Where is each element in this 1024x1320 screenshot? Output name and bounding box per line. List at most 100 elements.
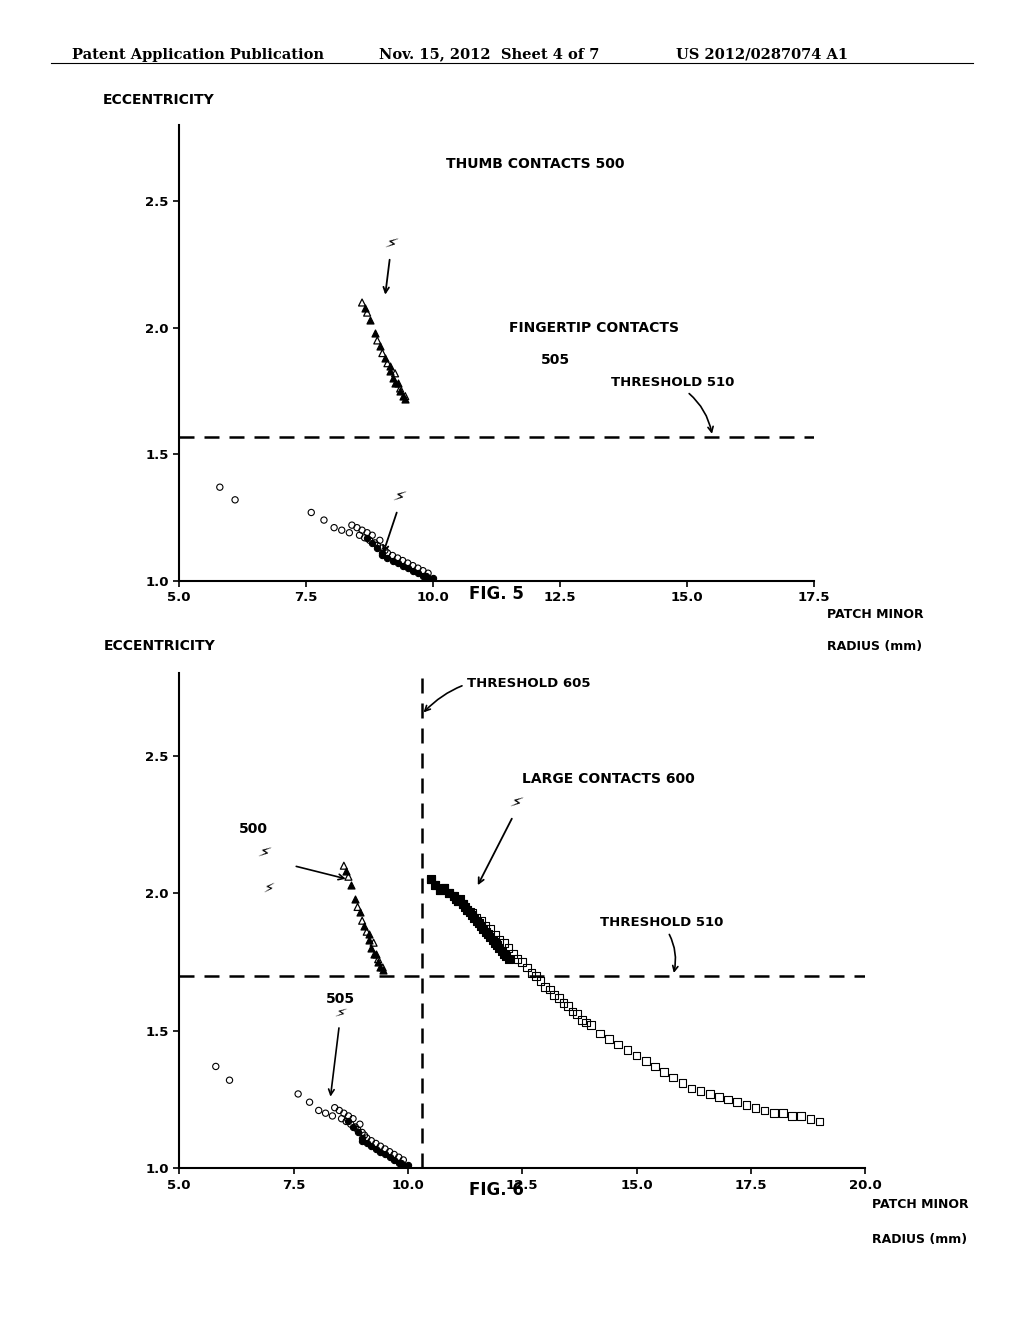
Point <box>542 979 558 1001</box>
Point <box>360 924 377 945</box>
Point <box>766 1102 782 1123</box>
Point <box>393 1152 410 1173</box>
Point <box>361 529 378 550</box>
Point <box>351 902 368 923</box>
Point <box>404 554 421 576</box>
Point <box>361 310 378 331</box>
Text: THRESHOLD 510: THRESHOLD 510 <box>600 916 723 972</box>
Point <box>638 1051 654 1072</box>
Point <box>347 1117 364 1138</box>
Point <box>471 913 487 935</box>
Point <box>415 560 431 581</box>
Point <box>358 1127 375 1148</box>
Point <box>349 517 366 539</box>
Point <box>384 368 400 389</box>
Point <box>373 957 389 978</box>
Text: ECCENTRICITY: ECCENTRICITY <box>103 94 215 107</box>
Point <box>560 995 577 1016</box>
Point <box>342 1114 358 1135</box>
Point <box>501 937 517 958</box>
Point <box>551 987 567 1008</box>
Point <box>392 380 409 401</box>
Point <box>351 1114 368 1135</box>
Point <box>629 1045 645 1067</box>
Point <box>325 1105 341 1126</box>
Point <box>464 904 480 925</box>
Point <box>356 297 373 318</box>
Point <box>459 899 475 920</box>
Point <box>377 1144 393 1166</box>
Point <box>482 919 499 940</box>
Point <box>377 1138 393 1159</box>
Point <box>366 942 382 964</box>
Point <box>468 911 484 932</box>
Point <box>537 977 553 998</box>
Point <box>374 342 390 363</box>
Point <box>315 510 332 531</box>
Point <box>592 1023 608 1044</box>
Point <box>665 1067 681 1088</box>
Point <box>367 532 383 553</box>
Point <box>364 1130 380 1151</box>
Point <box>692 1081 709 1102</box>
Text: RADIUS (mm): RADIUS (mm) <box>872 1233 968 1246</box>
Point <box>340 1111 356 1133</box>
Text: 500: 500 <box>239 821 267 836</box>
Point <box>387 363 403 384</box>
Point <box>775 1102 792 1123</box>
Point <box>345 1109 361 1130</box>
Text: THRESHOLD 510: THRESHOLD 510 <box>611 376 734 432</box>
Text: PATCH MINOR: PATCH MINOR <box>872 1199 969 1210</box>
Point <box>374 537 390 558</box>
Point <box>484 929 501 950</box>
Point <box>683 1078 699 1100</box>
Point <box>501 949 517 970</box>
Point <box>301 1092 317 1113</box>
Point <box>399 553 416 574</box>
Text: RADIUS (mm): RADIUS (mm) <box>826 640 922 653</box>
Point <box>340 1105 356 1126</box>
Point <box>382 355 398 376</box>
Point <box>341 523 357 544</box>
Point <box>432 880 449 902</box>
Point <box>473 916 489 937</box>
Point <box>369 330 385 351</box>
Point <box>390 1152 407 1173</box>
Point <box>389 372 406 393</box>
Point <box>364 524 380 546</box>
Point <box>354 520 371 541</box>
Point <box>387 372 403 393</box>
Point <box>432 880 449 902</box>
Point <box>674 1072 690 1093</box>
Point <box>364 532 380 553</box>
Text: THRESHOLD 605: THRESHOLD 605 <box>425 677 591 711</box>
Point <box>351 524 368 546</box>
Point <box>455 894 471 915</box>
Point <box>784 1105 801 1126</box>
Point <box>349 896 366 917</box>
Point <box>374 543 390 564</box>
Point <box>390 1147 407 1168</box>
Point <box>356 1125 373 1146</box>
Point <box>377 540 393 561</box>
Point <box>384 550 400 572</box>
Point <box>415 565 431 586</box>
Point <box>360 929 377 950</box>
Point <box>327 1097 343 1118</box>
Point <box>395 1155 412 1176</box>
Point <box>492 937 508 958</box>
Point <box>425 570 441 591</box>
Point <box>573 1008 590 1030</box>
Point <box>356 916 373 937</box>
Point <box>514 952 530 973</box>
Point <box>382 360 398 381</box>
Point <box>410 557 426 578</box>
Point <box>441 883 458 904</box>
Point <box>334 520 350 541</box>
Point <box>336 855 352 876</box>
Point <box>358 1133 375 1154</box>
Point <box>496 942 512 964</box>
Point <box>486 932 503 953</box>
Point <box>221 1069 238 1090</box>
Point <box>338 1111 354 1133</box>
